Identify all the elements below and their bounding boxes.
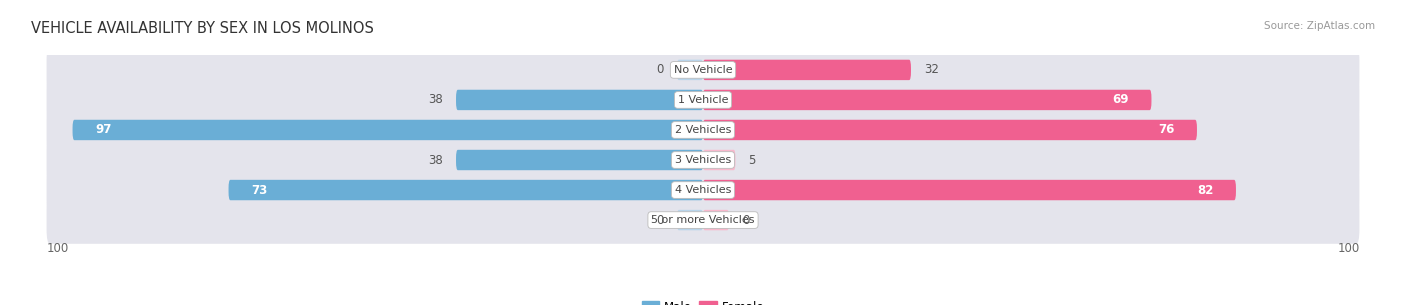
FancyBboxPatch shape <box>703 60 911 80</box>
Text: 4 Vehicles: 4 Vehicles <box>675 185 731 195</box>
Text: 69: 69 <box>1112 93 1129 106</box>
FancyBboxPatch shape <box>46 196 1360 244</box>
Text: 82: 82 <box>1197 184 1213 196</box>
FancyBboxPatch shape <box>46 136 1360 184</box>
FancyBboxPatch shape <box>46 46 1360 94</box>
Text: 5 or more Vehicles: 5 or more Vehicles <box>651 215 755 225</box>
Text: 3 Vehicles: 3 Vehicles <box>675 155 731 165</box>
Text: VEHICLE AVAILABILITY BY SEX IN LOS MOLINOS: VEHICLE AVAILABILITY BY SEX IN LOS MOLIN… <box>31 21 374 36</box>
FancyBboxPatch shape <box>456 150 703 170</box>
Text: 0: 0 <box>742 214 749 227</box>
Text: 97: 97 <box>96 124 111 136</box>
FancyBboxPatch shape <box>229 180 703 200</box>
FancyBboxPatch shape <box>46 106 1360 154</box>
Text: 2 Vehicles: 2 Vehicles <box>675 125 731 135</box>
Text: Source: ZipAtlas.com: Source: ZipAtlas.com <box>1264 21 1375 31</box>
Text: 0: 0 <box>657 63 664 77</box>
FancyBboxPatch shape <box>73 120 703 140</box>
FancyBboxPatch shape <box>703 120 1197 140</box>
Text: 32: 32 <box>924 63 939 77</box>
Text: 76: 76 <box>1157 124 1174 136</box>
FancyBboxPatch shape <box>703 90 1152 110</box>
Text: 73: 73 <box>252 184 267 196</box>
FancyBboxPatch shape <box>456 90 703 110</box>
Text: 1 Vehicle: 1 Vehicle <box>678 95 728 105</box>
FancyBboxPatch shape <box>46 76 1360 124</box>
Text: 100: 100 <box>46 242 69 255</box>
Text: 38: 38 <box>429 153 443 167</box>
Text: 5: 5 <box>748 153 756 167</box>
Text: 0: 0 <box>657 214 664 227</box>
FancyBboxPatch shape <box>703 150 735 170</box>
FancyBboxPatch shape <box>46 166 1360 214</box>
FancyBboxPatch shape <box>678 60 703 80</box>
Text: 38: 38 <box>429 93 443 106</box>
Legend: Male, Female: Male, Female <box>637 296 769 305</box>
Text: 100: 100 <box>1337 242 1360 255</box>
Text: No Vehicle: No Vehicle <box>673 65 733 75</box>
FancyBboxPatch shape <box>678 210 703 230</box>
FancyBboxPatch shape <box>703 180 1236 200</box>
FancyBboxPatch shape <box>703 210 728 230</box>
